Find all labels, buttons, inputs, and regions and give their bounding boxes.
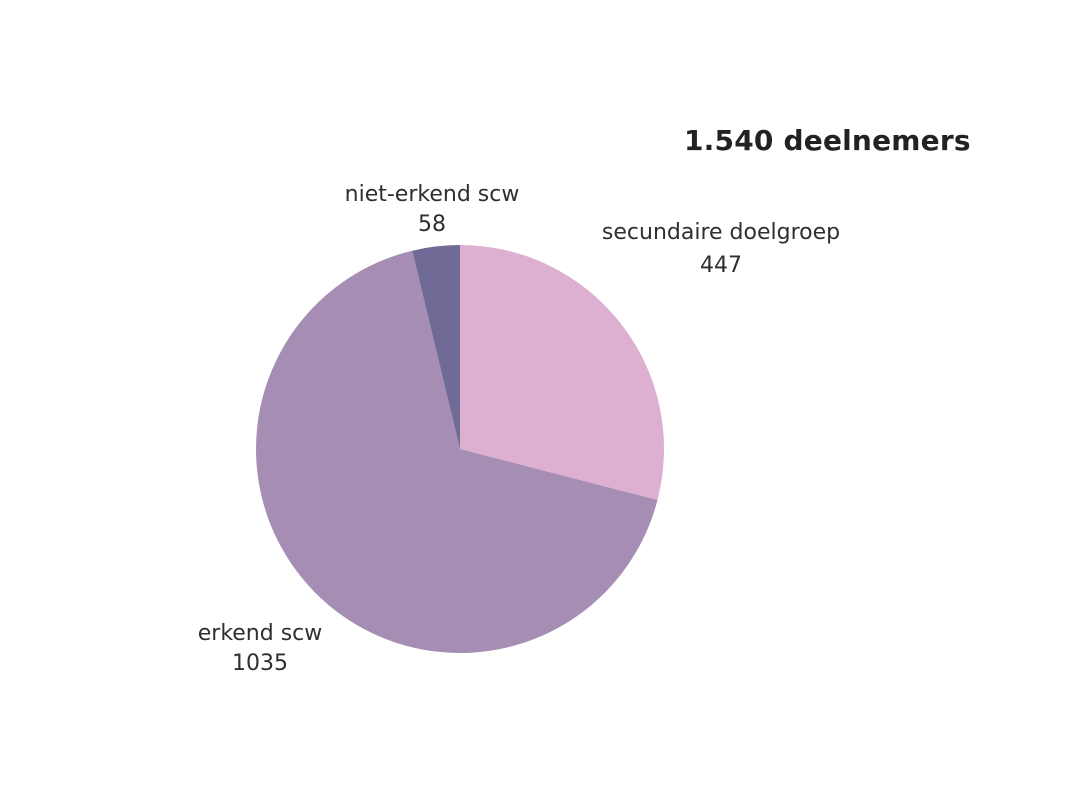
- pie-slice-erkend-scw: [256, 250, 658, 654]
- chart-title: 1.540 deelnemers: [684, 124, 971, 157]
- slice-label-secundaire-doelgroep: secundaire doelgroep 447: [585, 218, 857, 281]
- slice-name-niet-erkend-scw: niet-erkend scw: [344, 182, 520, 207]
- pie-slice-secundaire-doelgroep: [460, 244, 665, 501]
- slice-name-secundaire-doelgroep: secundaire doelgroep: [601, 220, 841, 245]
- slice-name-erkend-scw: erkend scw: [197, 621, 323, 646]
- slice-value-niet-erkend-scw: 58: [418, 212, 446, 237]
- slice-value-erkend-scw: 1035: [232, 651, 288, 676]
- slice-label-niet-erkend-scw: niet-erkend scw 58: [322, 180, 542, 240]
- slice-value-secundaire-doelgroep: 447: [700, 253, 742, 278]
- slice-label-erkend-scw: erkend scw 1035: [170, 619, 350, 679]
- pie-slice-niet-erkend-scw: [412, 245, 460, 449]
